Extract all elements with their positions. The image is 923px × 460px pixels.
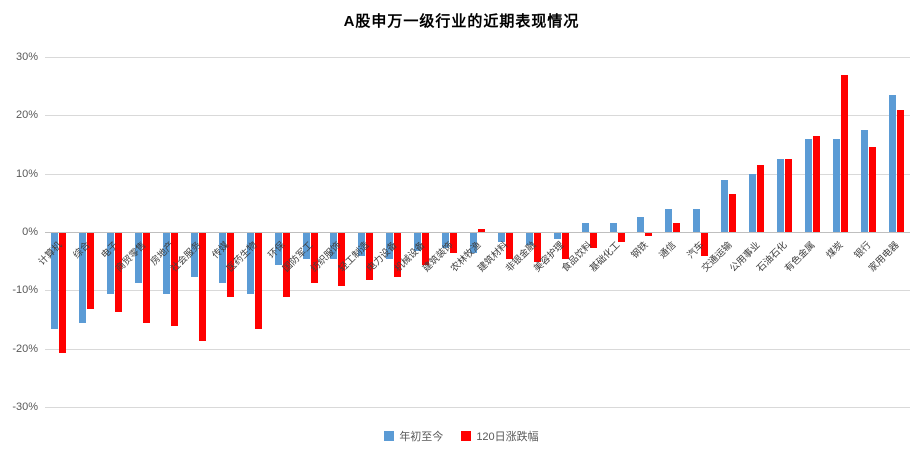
- bar-120d: [617, 233, 625, 242]
- bar-ytd: [497, 233, 505, 242]
- bar-120d: [115, 233, 123, 312]
- bar-120d: [896, 109, 904, 232]
- bar-ytd: [190, 233, 198, 277]
- bar-120d: [59, 233, 67, 353]
- legend-label-120d: 120日涨跌幅: [476, 431, 539, 443]
- bar-ytd: [721, 179, 729, 232]
- bar-ytd: [609, 223, 617, 232]
- gridline: [45, 290, 910, 292]
- bar-120d: [868, 147, 876, 232]
- bar-120d: [757, 164, 765, 232]
- gridline: [45, 115, 910, 117]
- bar-120d: [840, 74, 848, 232]
- gridline: [45, 348, 910, 350]
- bar-120d: [338, 233, 346, 286]
- y-axis-tick-label: 30%: [15, 51, 38, 63]
- bar-120d: [422, 233, 430, 266]
- y-axis-tick-label: -20%: [12, 342, 38, 355]
- bar-ytd: [776, 159, 784, 232]
- bar-120d: [505, 233, 513, 260]
- bar-ytd: [665, 208, 673, 232]
- bar-120d: [226, 233, 234, 298]
- legend-label-ytd: 年初至今: [399, 431, 444, 443]
- bar-120d: [87, 233, 95, 309]
- bar-ytd: [386, 233, 394, 260]
- bar-120d: [254, 233, 262, 330]
- bar-ytd: [553, 233, 561, 239]
- chart-title: A股申万一级行业的近期表现情况: [343, 13, 580, 30]
- legend: 年初至今 120日涨跌幅: [0, 428, 923, 444]
- bar-120d: [673, 223, 681, 232]
- bar-ytd: [358, 233, 366, 257]
- bar-ytd: [218, 233, 226, 283]
- bar-ytd: [749, 173, 757, 232]
- bar-120d: [729, 194, 737, 232]
- bar-120d: [143, 233, 151, 324]
- bar-120d: [394, 233, 402, 277]
- y-axis-tick-label: 10%: [15, 167, 38, 180]
- bar-ytd: [888, 94, 896, 232]
- bar-ytd: [246, 233, 254, 295]
- bar-120d: [198, 233, 206, 341]
- bar-ytd: [414, 233, 422, 251]
- legend-item-120d: 120日涨跌幅: [461, 428, 539, 444]
- bar-120d: [282, 233, 290, 298]
- y-axis-tick-label: 20%: [15, 109, 38, 122]
- bar-ytd: [525, 233, 533, 245]
- bar-ytd: [163, 233, 171, 295]
- bar-120d: [784, 159, 792, 232]
- bar-120d: [589, 233, 597, 248]
- bar-120d: [701, 233, 709, 257]
- bar-ytd: [832, 138, 840, 232]
- bar-120d: [645, 233, 653, 236]
- bar-ytd: [302, 233, 310, 260]
- bar-ytd: [274, 233, 282, 266]
- gridline: [45, 57, 910, 58]
- bar-ytd: [860, 129, 868, 232]
- bar-120d: [812, 135, 820, 232]
- legend-item-ytd: 年初至今: [384, 428, 443, 444]
- legend-swatch-120d: [461, 431, 472, 441]
- bar-ytd: [470, 233, 477, 254]
- bar-ytd: [637, 217, 645, 232]
- bar-120d: [533, 233, 541, 263]
- bar-120d: [561, 233, 569, 260]
- gridline: [45, 407, 910, 408]
- bar-120d: [450, 233, 458, 254]
- bar-ytd: [442, 233, 450, 248]
- bar-120d: [310, 233, 318, 283]
- y-axis-tick-label: -30%: [12, 401, 38, 413]
- bar-ytd: [330, 233, 338, 260]
- bar-ytd: [79, 233, 87, 324]
- bar-ytd: [107, 233, 115, 295]
- y-axis-tick-label: -10%: [12, 284, 38, 297]
- bar-ytd: [693, 208, 701, 232]
- legend-swatch-ytd: [384, 431, 395, 441]
- y-axis-tick-label: 0%: [22, 226, 38, 238]
- bar-120d: [171, 233, 179, 327]
- zero-axis-line: [45, 232, 910, 233]
- bar-120d: [366, 233, 374, 280]
- bar-ytd: [135, 233, 143, 283]
- plot-area: 计算机 综合 电子 商贸零售 房地产 社会服务 传媒 医药生物 环保 国防军工 纺织服饰 轻工制造 电力…: [37, 57, 910, 408]
- bar-ytd: [581, 223, 589, 232]
- bar-120d: [478, 229, 485, 232]
- gridline: [45, 173, 910, 175]
- bar-ytd: [804, 138, 812, 232]
- bar-ytd: [51, 233, 59, 330]
